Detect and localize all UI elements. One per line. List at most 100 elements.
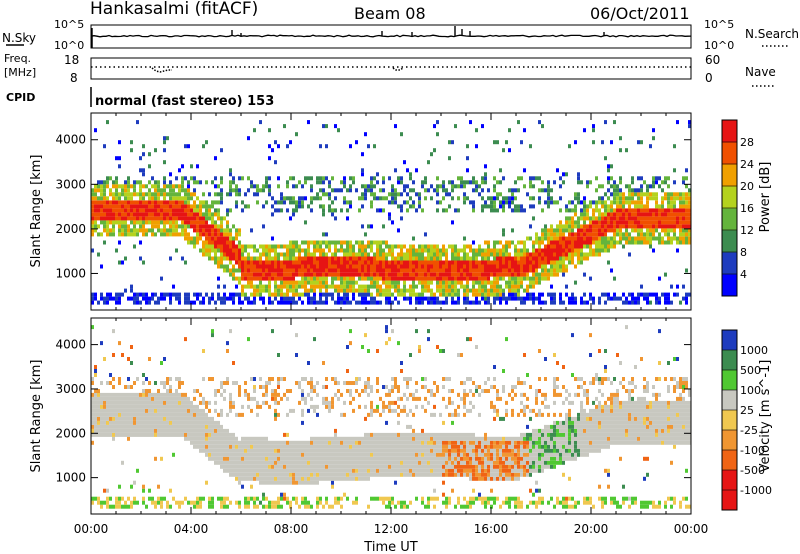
power-cell xyxy=(613,120,616,125)
power-cell xyxy=(661,228,664,233)
velocity-cell xyxy=(142,416,145,421)
power-cell xyxy=(595,176,598,181)
power-cell xyxy=(595,252,598,257)
power-cell xyxy=(499,240,502,245)
power-cell xyxy=(580,256,583,261)
power-cell xyxy=(292,300,295,305)
power-cell xyxy=(547,232,550,237)
power-cell xyxy=(280,272,283,277)
power-cell xyxy=(541,272,544,277)
power-cell xyxy=(295,208,298,213)
power-cell xyxy=(547,200,550,205)
power-cell xyxy=(364,184,367,189)
velocity-cell xyxy=(256,460,259,465)
power-cell xyxy=(337,268,340,273)
velocity-cell xyxy=(286,444,289,449)
power-cell xyxy=(223,292,226,297)
power-cell xyxy=(628,200,631,205)
power-cell xyxy=(292,288,295,293)
velocity-cell xyxy=(364,460,367,465)
power-cell xyxy=(358,268,361,273)
power-cell xyxy=(313,292,316,297)
velocity-cell xyxy=(178,412,181,417)
power-cell xyxy=(154,204,157,209)
power-cell xyxy=(220,228,223,233)
power-cell xyxy=(322,124,325,129)
power-cell xyxy=(199,216,202,221)
power-cell xyxy=(103,200,106,205)
velocity-cell xyxy=(232,444,235,449)
power-cell xyxy=(607,260,610,265)
power-cell xyxy=(571,236,574,241)
power-cell xyxy=(376,172,379,177)
velocity-cell xyxy=(232,440,235,445)
velocity-cell xyxy=(160,424,163,429)
power-cell xyxy=(424,180,427,185)
power-cell xyxy=(202,300,205,305)
velocity-cell xyxy=(121,400,124,405)
velocity-cell xyxy=(340,496,343,501)
velocity-cell xyxy=(211,500,214,505)
power-cell xyxy=(331,200,334,205)
power-cell xyxy=(463,196,466,201)
power-cell xyxy=(442,264,445,269)
power-cell xyxy=(688,204,691,209)
velocity-cell xyxy=(157,420,160,425)
velocity-cell xyxy=(277,400,280,405)
power-cell xyxy=(577,256,580,261)
velocity-cell xyxy=(271,472,274,477)
power-cell xyxy=(676,248,679,253)
power-cell xyxy=(541,292,544,297)
power-cell xyxy=(94,216,97,221)
power-cell xyxy=(430,296,433,301)
power-cell xyxy=(625,224,628,229)
power-cell xyxy=(169,196,172,201)
power-cell xyxy=(496,268,499,273)
power-cell xyxy=(529,204,532,209)
power-cell xyxy=(445,272,448,277)
velocity-cell xyxy=(133,420,136,425)
power-cell xyxy=(628,232,631,237)
power-cell xyxy=(649,224,652,229)
power-cell xyxy=(121,184,124,189)
power-cell xyxy=(238,192,241,197)
velocity-cell xyxy=(340,472,343,477)
velocity-cell xyxy=(163,381,166,385)
power-cell xyxy=(658,232,661,237)
velocity-cell xyxy=(226,440,229,445)
power-cell xyxy=(220,300,223,305)
power-cell xyxy=(478,276,481,281)
velocity-cell xyxy=(334,460,337,465)
power-cell xyxy=(289,176,292,181)
power-cell xyxy=(154,300,157,305)
velocity-cell xyxy=(139,396,142,401)
velocity-cell xyxy=(163,408,166,413)
velocity-cell xyxy=(115,504,118,509)
velocity-cell xyxy=(238,456,241,461)
power-cell xyxy=(229,180,232,185)
power-cell xyxy=(97,188,100,193)
velocity-cell xyxy=(136,432,139,437)
power-cell xyxy=(370,184,373,189)
power-cell xyxy=(400,272,403,277)
velocity-cell xyxy=(289,500,292,505)
power-cell xyxy=(481,180,484,185)
velocity-cell xyxy=(364,440,367,445)
power-cell xyxy=(451,140,454,145)
power-cell xyxy=(220,232,223,237)
power-cell xyxy=(559,264,562,269)
power-cell xyxy=(358,256,361,261)
velocity-cell xyxy=(229,456,232,461)
power-cell xyxy=(532,216,535,221)
power-cell xyxy=(637,200,640,205)
power-cell xyxy=(298,200,301,205)
power-cell xyxy=(508,244,511,249)
power-cell xyxy=(325,280,328,285)
power-cell xyxy=(163,224,166,229)
velocity-cell xyxy=(127,392,130,397)
power-cell xyxy=(499,276,502,281)
power-cell xyxy=(559,300,562,305)
power-cell xyxy=(472,200,475,205)
power-cell xyxy=(577,244,580,249)
power-cell xyxy=(451,252,454,257)
